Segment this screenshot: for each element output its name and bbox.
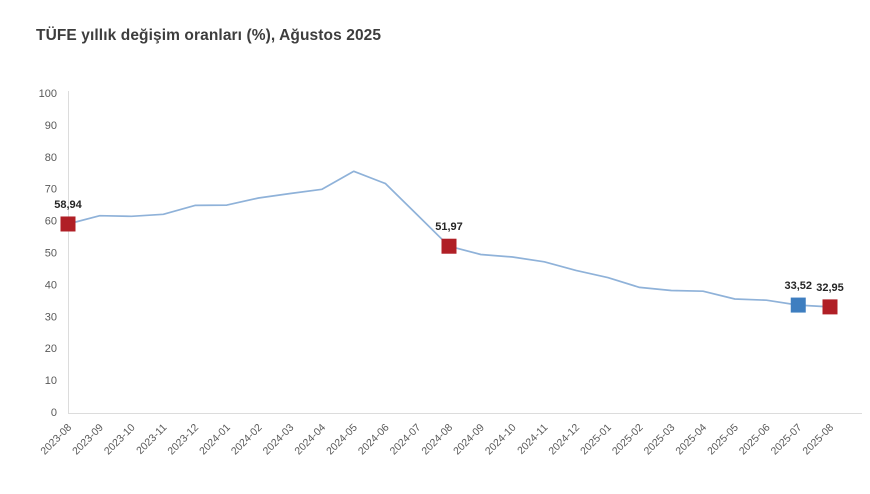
x-tick-label: 2025-07 (769, 422, 805, 458)
x-tick-label: 2023-09 (70, 422, 106, 458)
x-tick-label: 2025-01 (578, 422, 614, 458)
y-tick-label: 70 (45, 184, 57, 196)
x-tick-label: 2024-11 (515, 422, 550, 457)
x-tick-label: 2025-05 (705, 422, 741, 458)
x-tick-label: 2024-05 (324, 422, 360, 458)
data-point-marker (822, 299, 838, 315)
x-tick-label: 2024-12 (546, 422, 582, 458)
x-tick-label: 2025-08 (800, 422, 836, 458)
chart-title: TÜFE yıllık değişim oranları (%), Ağusto… (36, 27, 382, 44)
x-tick-label: 2025-06 (737, 422, 773, 458)
y-tick-label: 90 (45, 120, 57, 132)
x-tick-label: 2024-04 (292, 422, 328, 458)
x-tick-label: 2024-07 (388, 422, 424, 458)
x-tick-label: 2024-01 (197, 422, 233, 458)
y-tick-label: 50 (45, 248, 57, 260)
y-tick-label: 80 (45, 152, 57, 164)
y-tick-label: 100 (39, 88, 57, 100)
data-point-label: 58,94 (54, 199, 82, 211)
x-tick-label: 2023-11 (134, 422, 169, 457)
x-tick-label: 2023-10 (102, 422, 138, 458)
y-tick-label: 20 (45, 343, 57, 355)
x-tick-label: 2024-10 (483, 422, 519, 458)
x-tick-label: 2024-03 (261, 422, 297, 458)
y-tick-label: 10 (45, 375, 57, 387)
x-tick-label: 2023-08 (38, 422, 74, 458)
y-tick-label: 30 (45, 311, 57, 323)
x-tick-label: 2024-06 (356, 422, 392, 458)
x-tick-label: 2024-08 (419, 422, 455, 458)
data-point-marker (441, 238, 457, 254)
y-tick-label: 60 (45, 216, 57, 228)
x-tick-label: 2024-09 (451, 422, 487, 458)
x-tick-label: 2025-03 (642, 422, 678, 458)
x-tick-label: 2025-02 (610, 422, 646, 458)
data-point-label: 32,95 (816, 282, 844, 294)
y-tick-label: 0 (51, 407, 57, 419)
data-point-marker (790, 297, 806, 313)
x-tick-label: 2025-04 (673, 422, 709, 458)
data-point-marker (60, 216, 76, 232)
data-point-label: 51,97 (435, 221, 463, 233)
x-tick-label: 2023-12 (165, 422, 201, 458)
x-tick-label: 2024-02 (229, 422, 265, 458)
y-tick-label: 40 (45, 279, 57, 291)
data-point-label: 33,52 (784, 280, 812, 292)
